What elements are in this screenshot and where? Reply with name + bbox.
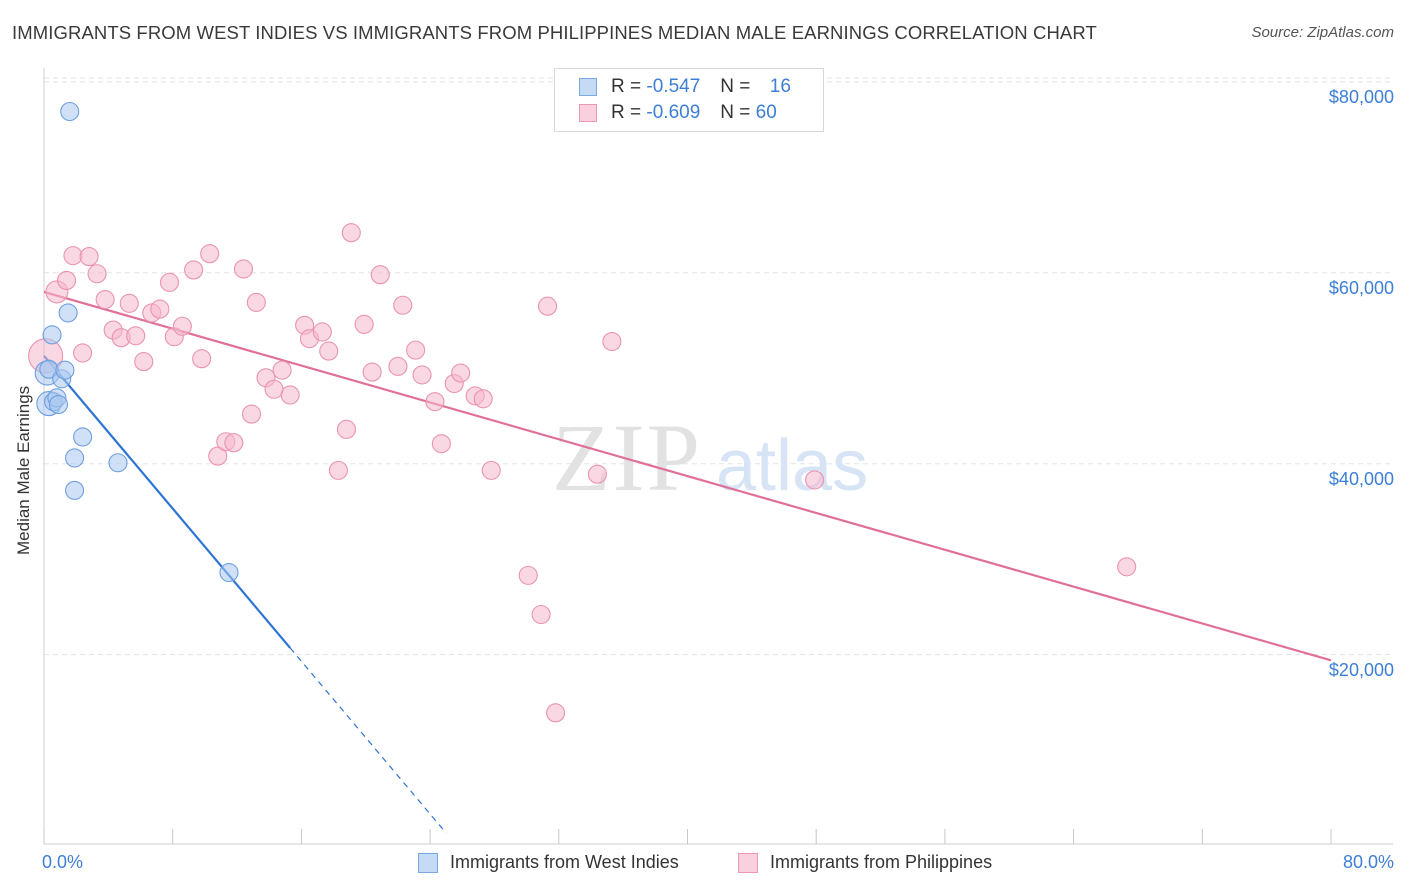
gridlines <box>44 77 1393 656</box>
point-philippines <box>425 392 445 412</box>
point-philippines <box>537 296 558 316</box>
trend-line-west-indies-extension <box>289 647 447 834</box>
n-label: N = <box>720 102 751 123</box>
point-philippines <box>481 460 501 480</box>
point-west-indies <box>58 303 78 323</box>
philippines-legend-swatch <box>738 852 758 873</box>
watermark: ZIP atlas <box>552 404 868 511</box>
stats-legend: R = -0.547 N = 16 R = -0.609 N = 60 <box>554 68 824 132</box>
point-west-indies <box>42 325 62 345</box>
point-philippines <box>370 265 390 285</box>
point-philippines <box>393 295 413 315</box>
point-philippines <box>406 340 426 360</box>
point-philippines <box>341 223 361 243</box>
n-label: N = <box>720 76 751 97</box>
r-label: R = <box>611 102 642 123</box>
point-west-indies <box>219 562 239 583</box>
y-tick-60000: $60,000 <box>1328 278 1394 298</box>
point-philippines <box>272 360 292 380</box>
point-philippines <box>1117 557 1137 577</box>
point-philippines <box>172 316 192 336</box>
point-philippines <box>473 389 493 409</box>
point-philippines <box>319 341 339 361</box>
point-west-indies <box>60 101 80 122</box>
chart-title: IMMIGRANTS FROM WEST INDIES VS IMMIGRANT… <box>12 22 1097 43</box>
point-philippines <box>280 385 300 405</box>
point-philippines <box>354 314 374 334</box>
point-west-indies <box>48 394 69 415</box>
r-value: -0.609 <box>646 102 701 123</box>
point-west-indies <box>55 360 75 380</box>
y-tick-80000: $80,000 <box>1328 87 1394 107</box>
point-philippines <box>126 326 146 346</box>
point-philippines <box>208 446 228 466</box>
point-philippines <box>328 460 348 480</box>
watermark-atlas: atlas <box>716 426 868 506</box>
data-points <box>28 101 1137 723</box>
r-value: -0.547 <box>646 76 701 97</box>
legend-item-west-indies: Immigrants from West Indies <box>418 852 679 873</box>
y-axis-label: Median Male Earnings <box>14 385 33 555</box>
n-value: 16 <box>769 76 791 97</box>
legend-row-philippines: R = -0.609 N = 60 <box>579 101 777 125</box>
point-philippines <box>246 292 266 312</box>
point-west-indies <box>108 453 128 473</box>
point-west-indies <box>65 448 85 468</box>
point-philippines <box>362 362 382 382</box>
point-philippines <box>233 259 254 279</box>
point-philippines <box>56 270 77 290</box>
point-philippines <box>531 604 551 625</box>
x-tick-0: 0.0% <box>42 852 84 872</box>
point-philippines <box>95 289 115 310</box>
watermark-zip: ZIP <box>552 404 702 511</box>
point-philippines <box>587 464 607 484</box>
source-label: Source: ZipAtlas.com <box>1251 24 1394 41</box>
west-indies-legend-swatch <box>418 852 438 873</box>
y-axis-label-wrap: Median Male Earnings <box>14 386 38 579</box>
point-philippines <box>336 419 356 439</box>
axes <box>43 68 1393 845</box>
n-value: 60 <box>755 102 777 123</box>
point-philippines <box>87 264 107 284</box>
philippines-swatch <box>579 104 597 122</box>
point-philippines <box>602 331 622 352</box>
point-philippines <box>73 343 93 363</box>
point-west-indies <box>73 427 93 447</box>
trend-lines <box>43 290 1332 834</box>
point-philippines <box>134 352 154 372</box>
legend-item-philippines: Immigrants from Philippines <box>738 852 992 873</box>
point-philippines <box>264 379 284 399</box>
point-philippines <box>241 404 262 424</box>
point-philippines <box>150 299 170 319</box>
x-tick-80: 80.0% <box>1342 852 1394 872</box>
point-philippines <box>159 272 180 292</box>
point-philippines <box>451 363 471 383</box>
point-philippines <box>63 246 83 266</box>
point-philippines <box>224 433 244 453</box>
point-west-indies <box>65 480 85 500</box>
point-philippines <box>431 434 451 454</box>
point-philippines <box>200 244 220 264</box>
y-tick-40000: $40,000 <box>1328 469 1394 489</box>
legend-label-west-indies: Immigrants from West Indies <box>450 852 679 872</box>
r-label: R = <box>611 76 642 97</box>
point-philippines <box>184 260 204 280</box>
point-philippines <box>805 470 825 490</box>
point-philippines <box>119 293 139 313</box>
legend-label-philippines: Immigrants from Philippines <box>770 852 993 872</box>
legend-row-west-indies: R = -0.547 N = 16 <box>579 75 791 99</box>
west-indies-swatch <box>579 78 597 96</box>
point-philippines <box>546 703 566 723</box>
point-philippines <box>312 322 332 342</box>
point-philippines <box>388 356 408 376</box>
trend-line-west-indies <box>43 355 291 649</box>
trend-line-philippines <box>43 290 1332 662</box>
y-tick-20000: $20,000 <box>1328 660 1394 680</box>
point-philippines <box>79 247 99 267</box>
point-philippines <box>412 365 432 385</box>
point-philippines <box>518 565 538 585</box>
point-philippines <box>192 349 212 369</box>
